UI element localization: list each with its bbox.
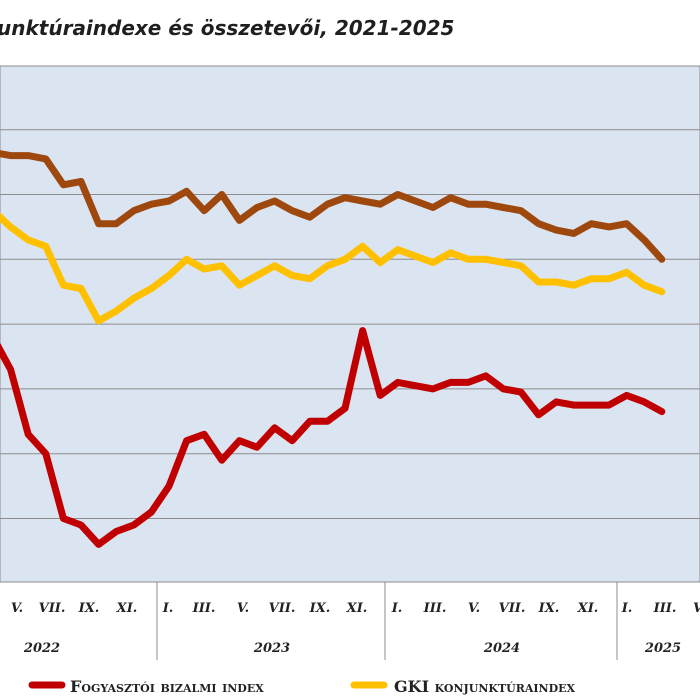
series-line-1 xyxy=(0,212,666,325)
x-tick-label: IX. xyxy=(78,601,100,616)
series-layer xyxy=(0,150,666,548)
legend: Fogyasztói bizalmi index GKI konjunktúrai… xyxy=(28,677,576,696)
x-tick-label: I. xyxy=(162,601,174,616)
series-line-0 xyxy=(0,327,666,548)
x-tick-label: XI. xyxy=(346,601,368,616)
x-tick-label: XI. xyxy=(116,601,138,616)
x-tick-label: V. xyxy=(11,601,23,616)
x-tick-label: XI. xyxy=(577,601,599,616)
x-tick-label: III. xyxy=(192,601,216,616)
year-label: 2024 xyxy=(483,641,520,656)
x-tick-label: VII. xyxy=(269,601,296,616)
x-tick-label: VII. xyxy=(39,601,66,616)
x-tick-label: IX. xyxy=(538,601,560,616)
x-tick-label: III. xyxy=(653,601,677,616)
x-tick-label: V. xyxy=(468,601,480,616)
x-tick-label: I. xyxy=(621,601,633,616)
x-tick-label: III. xyxy=(423,601,447,616)
legend-label: Fogyasztói bizalmi index xyxy=(70,677,264,696)
x-tick-label: V xyxy=(693,601,700,616)
x-tick-label: IX. xyxy=(309,601,331,616)
year-label: 2025 xyxy=(644,641,681,656)
series-line-2 xyxy=(0,150,666,263)
year-label: 2022 xyxy=(23,641,60,656)
x-tick-label: V. xyxy=(237,601,249,616)
x-axis: V. VII. IX. XI. I. III. V. VII. IX. XI. I. III. V. VI… xyxy=(11,582,700,660)
x-tick-label: I. xyxy=(391,601,403,616)
year-label: 2023 xyxy=(253,641,290,656)
x-tick-label: VII. xyxy=(499,601,526,616)
chart-title: unktúraindexe és összetevői, 2021-2025 xyxy=(0,16,454,40)
legend-label: GKI konjunktúraindex xyxy=(394,677,576,696)
